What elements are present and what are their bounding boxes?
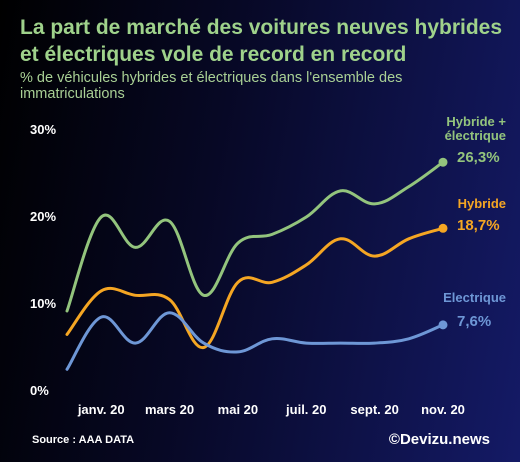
- series-end-markers: [438, 157, 448, 330]
- x-axis-ticks: janv. 20 mars 20 mai 20 juil. 20 sept. 20 nov…: [77, 402, 465, 417]
- x-tick-label: mars 20: [145, 402, 194, 417]
- series-end-marker: [438, 157, 448, 167]
- x-tick-label: mai 20: [218, 402, 258, 417]
- y-tick-label: 20%: [30, 209, 56, 224]
- series-value-label: 26,3%: [457, 149, 500, 166]
- series-labels: Hybride + électrique 26,3% Hybride 18,7% Elec…: [443, 114, 506, 330]
- x-tick-label: janv. 20: [77, 402, 125, 417]
- x-tick-label: juil. 20: [285, 402, 326, 417]
- series-end-marker: [438, 320, 448, 330]
- series-end-marker: [438, 223, 448, 233]
- source-note: Source : AAA DATA: [32, 434, 135, 446]
- series-lines: [65, 160, 445, 371]
- y-tick-label: 10%: [30, 296, 56, 311]
- x-tick-label: sept. 20: [350, 402, 398, 417]
- credit-note: ©Devizu.news: [388, 431, 490, 448]
- y-tick-label: 0%: [30, 383, 49, 398]
- series-line: [65, 226, 445, 349]
- series-value-label: 7,6%: [457, 313, 491, 330]
- chart-title: La part de marché des voitures neuves hy…: [20, 16, 503, 66]
- series-name-label: Hybride + électrique: [445, 114, 507, 143]
- y-tick-label: 30%: [30, 122, 56, 137]
- x-tick-label: nov. 20: [421, 402, 465, 417]
- series-value-label: 18,7%: [457, 217, 500, 234]
- series-line: [65, 160, 445, 313]
- chart-subtitle: % de véhicules hybrides et électriques d…: [20, 70, 403, 102]
- series-line: [65, 311, 445, 371]
- series-name-label: Electrique: [443, 290, 506, 305]
- y-axis-ticks: 30% 20% 10% 0%: [30, 122, 56, 398]
- series-name-label: Hybride: [458, 196, 506, 211]
